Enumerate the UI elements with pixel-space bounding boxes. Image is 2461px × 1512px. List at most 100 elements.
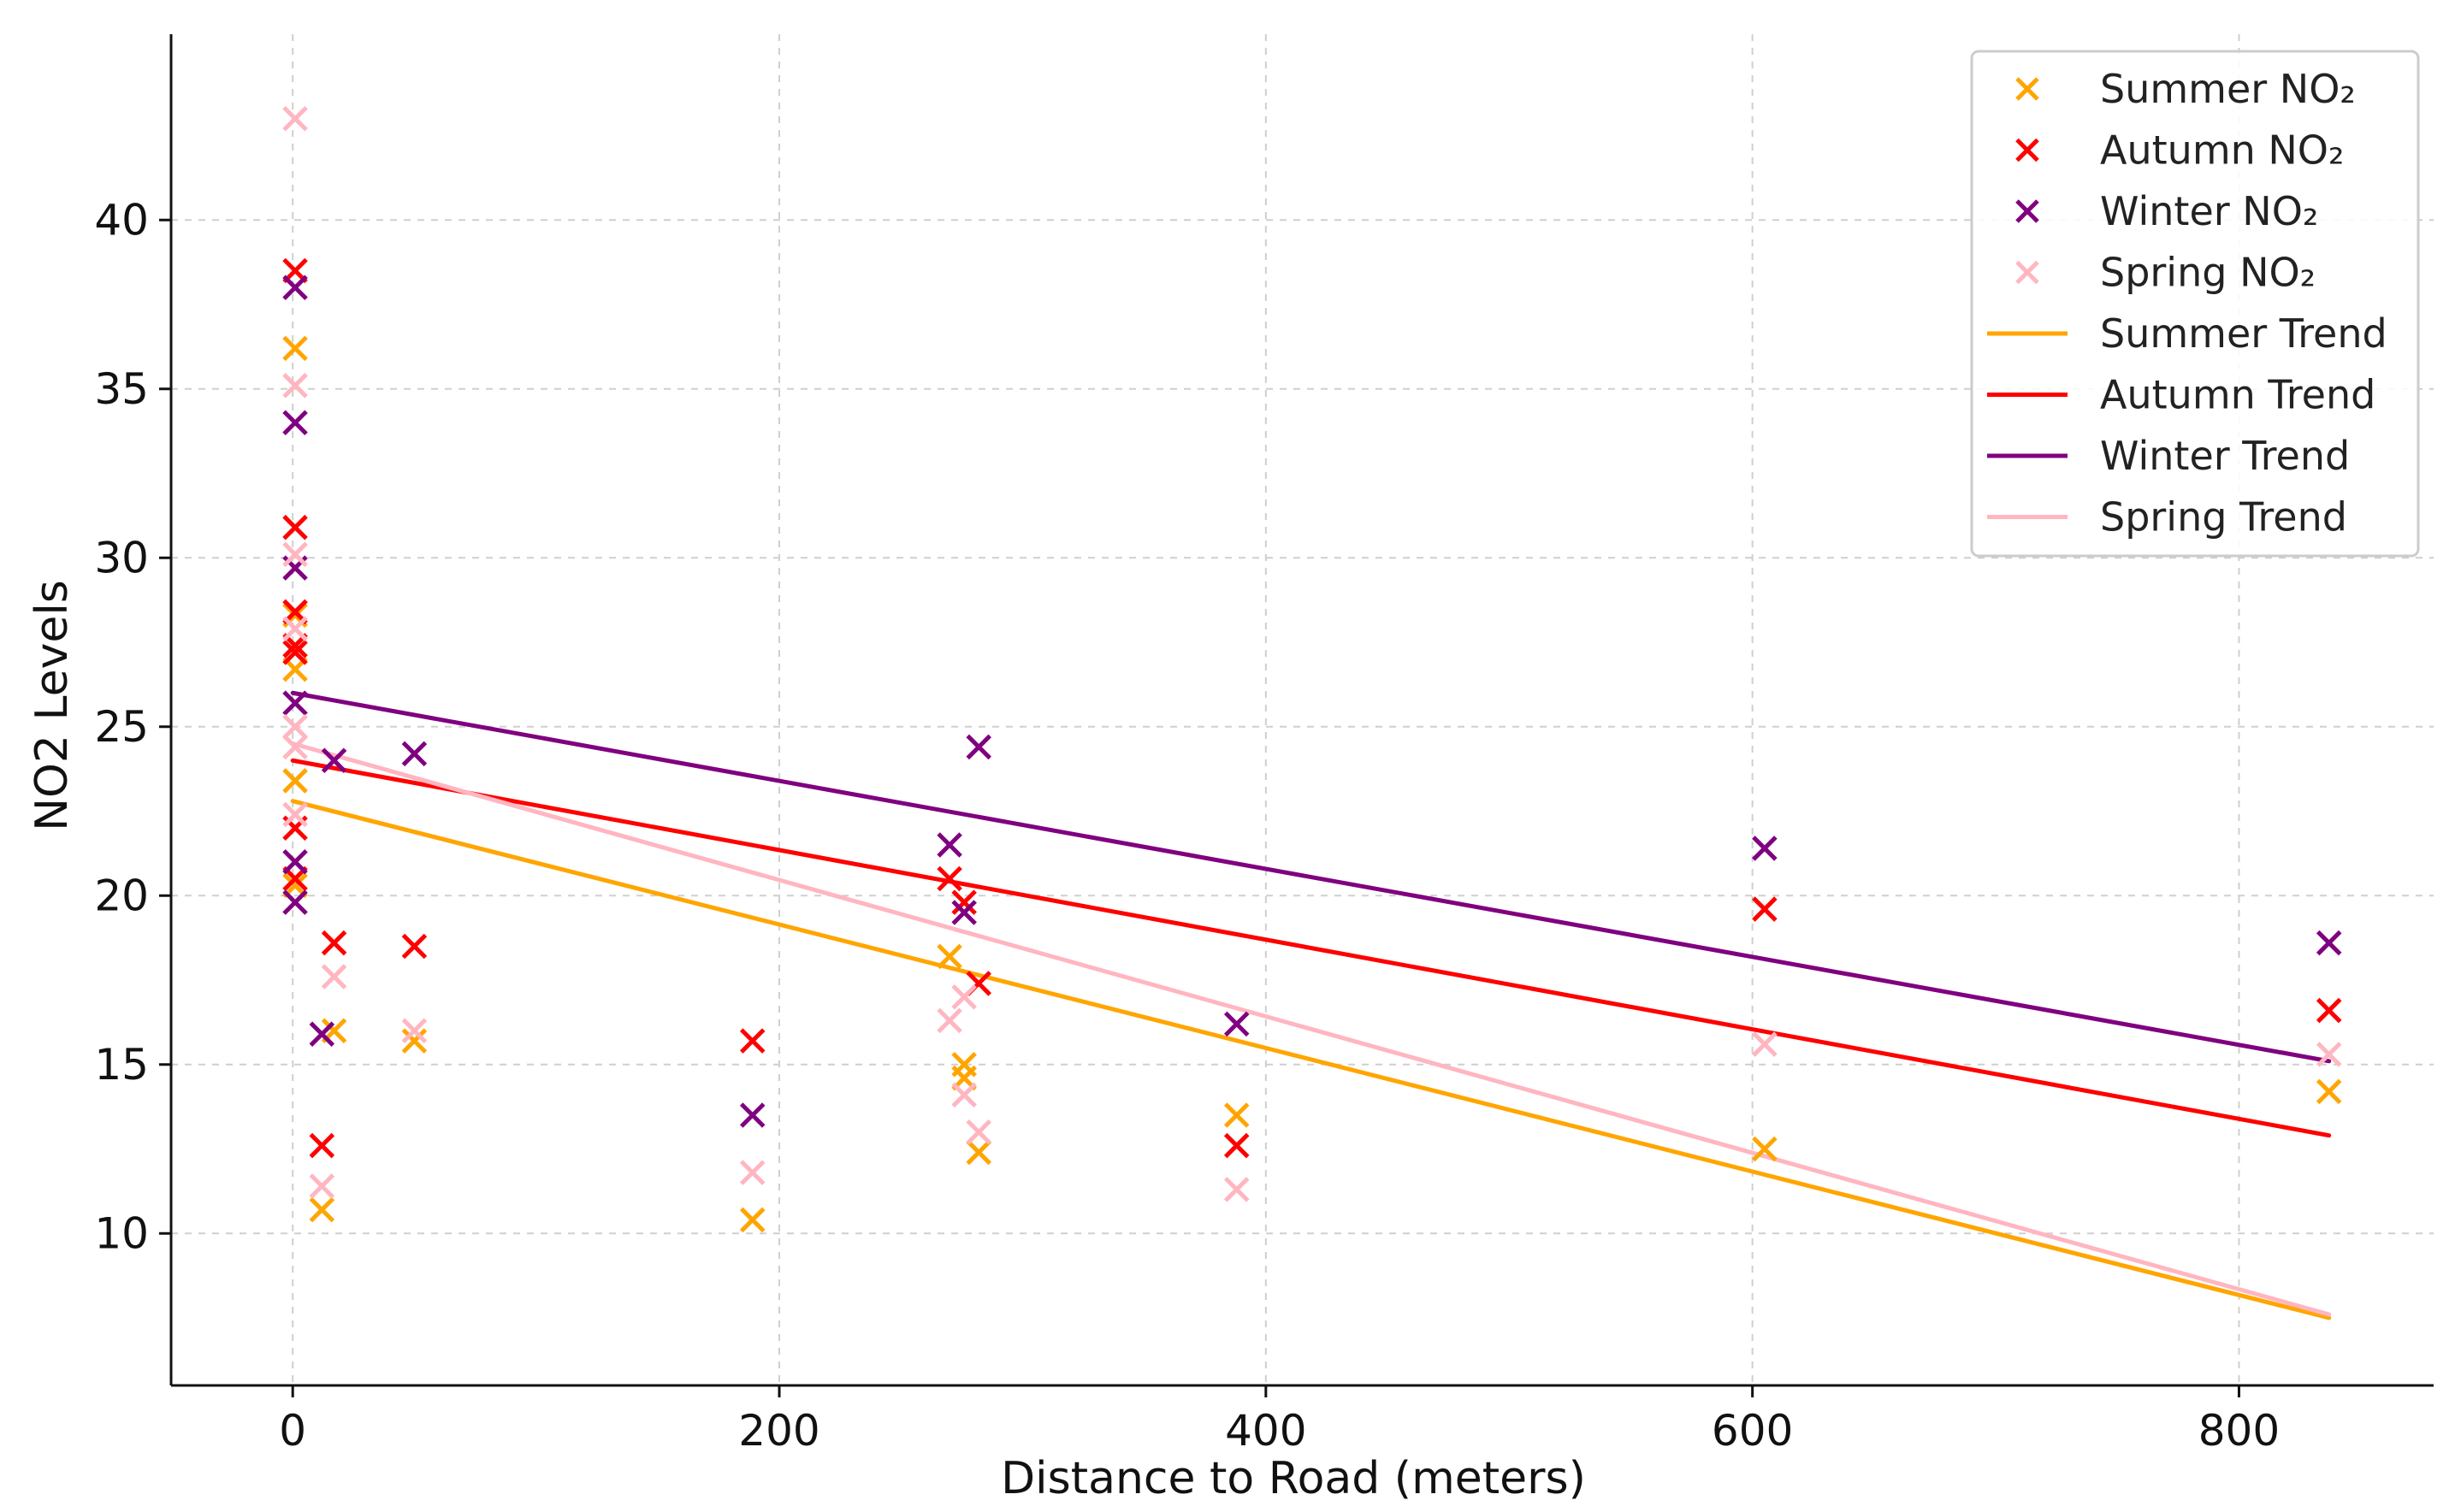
summer-trend-line bbox=[290, 799, 2332, 1320]
point-stroke bbox=[966, 1119, 992, 1145]
spring-no2-point bbox=[401, 1018, 428, 1044]
point-stroke bbox=[966, 734, 992, 760]
point-stroke bbox=[1223, 1177, 1250, 1202]
y-tick-label: 25 bbox=[94, 702, 149, 752]
legend-marker bbox=[2015, 138, 2039, 162]
point-stroke bbox=[1223, 1132, 1250, 1159]
winter-trend-line bbox=[290, 690, 2332, 1064]
legend-label: Winter NO₂ bbox=[2100, 188, 2318, 234]
autumn-no2-point bbox=[2316, 997, 2342, 1024]
point-stroke bbox=[401, 1028, 428, 1054]
winter-no2-point bbox=[1752, 836, 1778, 861]
legend-frame bbox=[1970, 50, 2420, 558]
y-tick-label: 10 bbox=[94, 1208, 149, 1258]
point-stroke bbox=[282, 275, 308, 301]
legend-item-summer-scatter: Summer NO₂ bbox=[2015, 66, 2356, 112]
summer-no2-point bbox=[937, 943, 962, 970]
point-stroke bbox=[2316, 1078, 2342, 1105]
spring-no2-point bbox=[966, 1119, 992, 1145]
spring-no2-point bbox=[951, 983, 977, 1010]
spring-no2-point bbox=[309, 1173, 335, 1199]
autumn-no2-point bbox=[739, 1028, 766, 1054]
legend-marker bbox=[2015, 77, 2039, 101]
spring-no2-point bbox=[282, 734, 308, 760]
point-stroke bbox=[739, 1160, 766, 1185]
point-stroke bbox=[951, 1082, 977, 1108]
winter-no2-point bbox=[739, 1102, 766, 1128]
winter-no2-point bbox=[966, 734, 992, 760]
y-tick-label: 15 bbox=[94, 1040, 149, 1090]
winter-no2-point bbox=[2316, 930, 2342, 956]
winter-no2-point bbox=[282, 690, 308, 716]
point-stroke bbox=[282, 514, 308, 540]
autumn-no2-point bbox=[282, 514, 308, 540]
point-stroke bbox=[282, 848, 308, 875]
point-stroke bbox=[321, 747, 347, 774]
spring-no2-point bbox=[282, 713, 308, 740]
x-tick-label: 200 bbox=[738, 1406, 819, 1456]
winter-no2-point bbox=[282, 275, 308, 301]
point-stroke bbox=[951, 983, 977, 1010]
spring-no2-point bbox=[282, 105, 308, 132]
point-stroke bbox=[401, 1018, 428, 1044]
legend-item-autumn-scatter: Autumn NO₂ bbox=[2015, 127, 2344, 174]
point-stroke bbox=[739, 1207, 766, 1233]
y-axis-label: NO2 Levels bbox=[27, 580, 78, 831]
winter-no2-point bbox=[282, 410, 308, 436]
spring-no2-point bbox=[282, 373, 308, 399]
point-stroke bbox=[282, 734, 308, 760]
autumn-no2-point bbox=[1223, 1132, 1250, 1159]
point-stroke bbox=[937, 865, 962, 892]
spring-no2-point bbox=[282, 801, 308, 828]
point-stroke bbox=[321, 930, 347, 956]
legend-label: Autumn NO₂ bbox=[2100, 127, 2344, 174]
winter-no2-point bbox=[309, 1021, 335, 1047]
point-stroke bbox=[282, 768, 308, 794]
point-stroke bbox=[1752, 836, 1778, 861]
autumn-no2-point bbox=[282, 640, 308, 665]
x-tick-label: 800 bbox=[2198, 1406, 2280, 1456]
legend-item-autumn-line: Autumn Trend bbox=[1987, 372, 2375, 418]
summer-no2-point bbox=[401, 1028, 428, 1054]
point-stroke bbox=[937, 943, 962, 970]
point-stroke bbox=[951, 889, 977, 915]
winter-no2-point bbox=[282, 889, 308, 915]
point-stroke bbox=[282, 713, 308, 740]
point-stroke bbox=[401, 933, 428, 960]
x-tick-label: 0 bbox=[279, 1406, 306, 1456]
legend-label: Winter Trend bbox=[2100, 433, 2350, 479]
autumn-no2-point bbox=[937, 865, 962, 892]
point-stroke bbox=[282, 373, 308, 399]
legend-item-winter-line: Winter Trend bbox=[1987, 433, 2350, 479]
summer-no2-point bbox=[966, 1139, 992, 1166]
summer-no2-point bbox=[2316, 1078, 2342, 1105]
autumn-no2-point bbox=[401, 933, 428, 960]
point-stroke bbox=[282, 690, 308, 716]
point-stroke bbox=[1223, 1102, 1250, 1128]
spring-no2-point bbox=[1752, 1031, 1778, 1057]
spring-no2-point bbox=[951, 1082, 977, 1108]
legend-label: Spring NO₂ bbox=[2100, 250, 2316, 296]
legend-label: Autumn Trend bbox=[2100, 372, 2375, 418]
y-tick-label: 30 bbox=[94, 533, 149, 582]
winter-no2-point bbox=[321, 747, 347, 774]
x-tick-label: 600 bbox=[1712, 1406, 1793, 1456]
point-stroke bbox=[309, 1132, 335, 1159]
legend-item-spring-scatter: Spring NO₂ bbox=[2015, 250, 2316, 296]
point-stroke bbox=[309, 1173, 335, 1199]
point-stroke bbox=[937, 832, 962, 858]
y-tick-label: 35 bbox=[94, 364, 149, 414]
x-tick-label: 400 bbox=[1225, 1406, 1306, 1456]
spring-no2-point bbox=[282, 616, 308, 641]
legend-marker bbox=[2015, 260, 2039, 285]
spring-trend-line bbox=[290, 741, 2332, 1317]
point-stroke bbox=[2316, 1042, 2342, 1067]
point-stroke bbox=[2316, 930, 2342, 956]
autumn-no2-point bbox=[1752, 896, 1778, 922]
scatter-markers bbox=[282, 105, 2342, 1233]
point-stroke bbox=[401, 741, 428, 767]
point-stroke bbox=[282, 541, 308, 568]
x-axis-label: Distance to Road (meters) bbox=[1001, 1453, 1586, 1504]
autumn-trend-line bbox=[290, 758, 2332, 1138]
point-stroke bbox=[1223, 1011, 1250, 1037]
